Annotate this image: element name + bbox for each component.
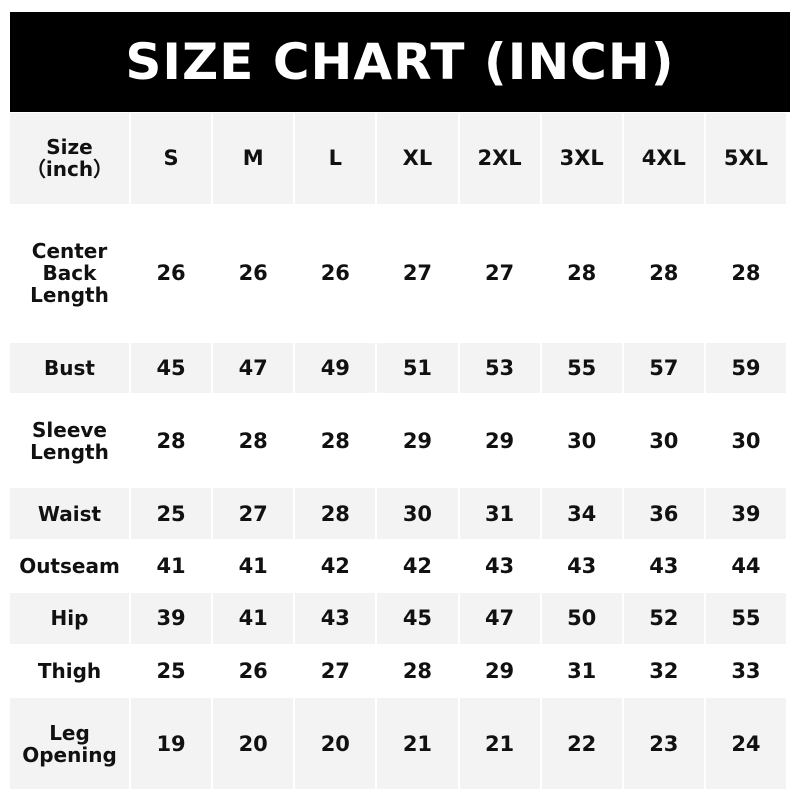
table-cell: 41 bbox=[213, 593, 294, 646]
table-cell: 34 bbox=[541, 488, 622, 541]
table-cell: 25 bbox=[131, 645, 212, 699]
table-cell: 59 bbox=[705, 343, 786, 396]
table-cell: 29 bbox=[459, 645, 540, 699]
table-cell: 29 bbox=[459, 395, 540, 489]
table-cell: 26 bbox=[213, 205, 294, 344]
size-header-2XL: 2XL bbox=[459, 113, 540, 206]
size-header-S: S bbox=[131, 113, 212, 206]
table-cell: 25 bbox=[131, 488, 212, 541]
size-header-4XL: 4XL bbox=[623, 113, 704, 206]
row-label: Waist bbox=[10, 488, 129, 541]
size-label-line2: （inch） bbox=[25, 157, 114, 182]
table-cell: 44 bbox=[705, 540, 786, 594]
table-cell: 28 bbox=[377, 645, 458, 699]
size-header-5XL: 5XL bbox=[705, 113, 786, 206]
table-cell: 22 bbox=[541, 698, 622, 791]
table-cell: 30 bbox=[705, 395, 786, 489]
table-cell: 41 bbox=[131, 540, 212, 594]
table-row: Bust 45 47 49 51 53 55 57 59 bbox=[10, 343, 786, 396]
table-cell: 28 bbox=[295, 395, 376, 489]
table-cell: 30 bbox=[541, 395, 622, 489]
table-cell: 30 bbox=[377, 488, 458, 541]
table-cell: 28 bbox=[541, 205, 622, 344]
size-header-XL: XL bbox=[377, 113, 458, 206]
table-cell: 32 bbox=[623, 645, 704, 699]
table-cell: 28 bbox=[623, 205, 704, 344]
table-cell: 39 bbox=[131, 593, 212, 646]
table-cell: 55 bbox=[541, 343, 622, 396]
table-cell: 21 bbox=[459, 698, 540, 791]
table-row: Sleeve Length 28 28 28 29 29 30 30 30 bbox=[10, 395, 786, 489]
table-cell: 36 bbox=[623, 488, 704, 541]
size-label-line1: Size bbox=[46, 135, 93, 160]
table-cell: 51 bbox=[377, 343, 458, 396]
table-cell: 49 bbox=[295, 343, 376, 396]
table-cell: 24 bbox=[705, 698, 786, 791]
table-cell: 26 bbox=[295, 205, 376, 344]
row-label: Leg Opening bbox=[10, 698, 129, 791]
table-cell: 26 bbox=[213, 645, 294, 699]
table-cell: 20 bbox=[295, 698, 376, 791]
table-cell: 23 bbox=[623, 698, 704, 791]
table-cell: 26 bbox=[131, 205, 212, 344]
table-cell: 43 bbox=[459, 540, 540, 594]
size-table: Size （inch） S M L XL 2XL 3XL 4XL 5XL Center Back L… bbox=[8, 113, 788, 791]
table-cell: 50 bbox=[541, 593, 622, 646]
table-cell: 27 bbox=[213, 488, 294, 541]
row-label: Thigh bbox=[10, 645, 129, 699]
size-header-L: L bbox=[295, 113, 376, 206]
table-row: Thigh 25 26 27 28 29 31 32 33 bbox=[10, 645, 786, 699]
table-row: Leg Opening 19 20 20 21 21 22 23 24 bbox=[10, 698, 786, 791]
row-label: Center Back Length bbox=[10, 205, 129, 344]
size-header-M: M bbox=[213, 113, 294, 206]
header-row: Size （inch） S M L XL 2XL 3XL 4XL 5XL bbox=[10, 113, 786, 206]
table-cell: 31 bbox=[459, 488, 540, 541]
table-cell: 45 bbox=[377, 593, 458, 646]
size-header-3XL: 3XL bbox=[541, 113, 622, 206]
table-cell: 42 bbox=[377, 540, 458, 594]
table-cell: 57 bbox=[623, 343, 704, 396]
table-row: Waist 25 27 28 30 31 34 36 39 bbox=[10, 488, 786, 541]
table-row: Center Back Length 26 26 26 27 27 28 28 28 bbox=[10, 205, 786, 344]
row-label: Sleeve Length bbox=[10, 395, 129, 489]
table-cell: 20 bbox=[213, 698, 294, 791]
table-cell: 52 bbox=[623, 593, 704, 646]
table-cell: 28 bbox=[705, 205, 786, 344]
page-title: SIZE CHART (INCH) bbox=[10, 12, 790, 112]
table-cell: 43 bbox=[295, 593, 376, 646]
table-cell: 27 bbox=[459, 205, 540, 344]
table-cell: 21 bbox=[377, 698, 458, 791]
table-cell: 33 bbox=[705, 645, 786, 699]
table-cell: 43 bbox=[541, 540, 622, 594]
table-cell: 31 bbox=[541, 645, 622, 699]
table-cell: 27 bbox=[377, 205, 458, 344]
table-cell: 28 bbox=[295, 488, 376, 541]
table-cell: 30 bbox=[623, 395, 704, 489]
table-cell: 47 bbox=[459, 593, 540, 646]
table-cell: 41 bbox=[213, 540, 294, 594]
table-row: Hip 39 41 43 45 47 50 52 55 bbox=[10, 593, 786, 646]
table-cell: 27 bbox=[295, 645, 376, 699]
row-label: Bust bbox=[10, 343, 129, 396]
table-cell: 53 bbox=[459, 343, 540, 396]
table-row: Outseam 41 41 42 42 43 43 43 44 bbox=[10, 540, 786, 594]
table-cell: 43 bbox=[623, 540, 704, 594]
table-cell: 28 bbox=[213, 395, 294, 489]
table-cell: 29 bbox=[377, 395, 458, 489]
row-label: Outseam bbox=[10, 540, 129, 594]
table-cell: 39 bbox=[705, 488, 786, 541]
table-cell: 47 bbox=[213, 343, 294, 396]
row-label: Hip bbox=[10, 593, 129, 646]
table-cell: 19 bbox=[131, 698, 212, 791]
table-cell: 55 bbox=[705, 593, 786, 646]
table-cell: 28 bbox=[131, 395, 212, 489]
table-cell: 42 bbox=[295, 540, 376, 594]
table-cell: 45 bbox=[131, 343, 212, 396]
size-label: Size （inch） bbox=[10, 113, 129, 206]
